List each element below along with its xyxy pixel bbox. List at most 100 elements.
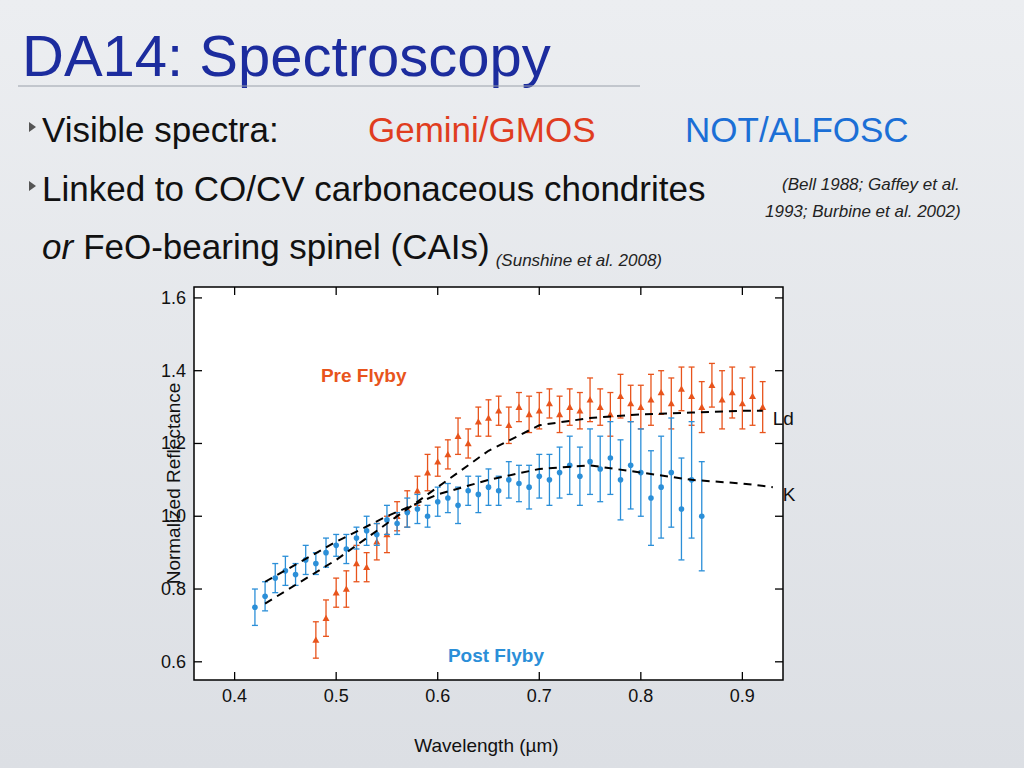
error-bar-cap	[252, 588, 258, 589]
error-bar-cap	[678, 410, 684, 411]
error-bar-cap	[729, 366, 735, 367]
data-point	[496, 488, 502, 494]
error-bar-cap	[343, 570, 349, 571]
error-bar	[252, 589, 258, 625]
error-bar-cap	[536, 497, 542, 498]
error-bar-cap	[404, 527, 410, 528]
error-bar	[343, 534, 349, 563]
error-bar-cap	[709, 406, 715, 407]
error-bar	[384, 516, 390, 552]
error-bar	[323, 538, 329, 567]
data-point	[343, 586, 350, 592]
error-bar-cap	[425, 454, 431, 455]
error-bar-cap	[353, 581, 359, 582]
error-bar-cap	[445, 512, 451, 513]
error-bar-cap	[577, 446, 583, 447]
error-bar	[486, 400, 492, 436]
error-bar	[506, 407, 512, 443]
error-bar-cap	[323, 636, 329, 637]
tick-mark	[336, 672, 337, 680]
error-bar-cap	[526, 508, 532, 509]
data-point	[445, 495, 451, 501]
tick-mark	[234, 672, 235, 680]
error-bar-cap	[709, 363, 715, 364]
tick-label: 0.5	[324, 686, 349, 706]
error-bar	[597, 436, 603, 502]
error-bar-stem	[376, 524, 377, 560]
error-bar	[262, 582, 268, 611]
tick-label: 1.6	[161, 288, 186, 308]
error-bar-cap	[282, 585, 288, 586]
error-bar	[628, 385, 634, 421]
data-point	[566, 404, 573, 410]
error-bar	[445, 440, 451, 469]
slide: DA14: SpectroscopyVisible spectra:Gemini…	[0, 0, 1024, 768]
error-bar-cap	[384, 534, 390, 535]
tick-mark	[336, 287, 337, 295]
tick-mark	[775, 297, 783, 298]
line-label: K	[783, 484, 796, 505]
error-bar-cap	[364, 581, 370, 582]
error-bar-cap	[333, 577, 339, 578]
error-bar	[760, 382, 766, 433]
data-point	[749, 393, 756, 399]
error-bar-cap	[628, 385, 634, 386]
error-bar	[374, 524, 380, 546]
data-point	[475, 418, 482, 424]
data-point	[608, 455, 614, 461]
error-bar	[750, 367, 756, 425]
error-bar-cap	[343, 563, 349, 564]
error-bar-cap	[668, 527, 674, 528]
data-point	[354, 535, 360, 541]
slide-title: DA14: Spectroscopy	[22, 23, 551, 88]
error-bar	[425, 454, 431, 490]
error-bar-cap	[719, 370, 725, 371]
error-bar	[414, 494, 420, 523]
error-bar-cap	[546, 454, 552, 455]
error-bar	[496, 396, 502, 425]
error-bar-cap	[435, 446, 441, 447]
error-bar-cap	[475, 436, 481, 437]
error-bar-cap	[587, 377, 593, 378]
data-point	[313, 561, 319, 567]
error-bar-cap	[577, 392, 583, 393]
error-bar-cap	[506, 497, 512, 498]
citation: (Sunshine et al. 2008)	[496, 251, 662, 270]
error-bar-cap	[252, 625, 258, 626]
error-bar-cap	[384, 552, 390, 553]
error-bar-cap	[628, 421, 634, 422]
error-bar-cap	[374, 523, 380, 524]
error-bar	[648, 451, 654, 546]
tick-mark	[775, 443, 783, 444]
data-point	[333, 543, 339, 549]
tick-mark	[194, 661, 202, 662]
data-point	[364, 528, 370, 534]
error-bar-cap	[678, 457, 684, 458]
tick-mark	[437, 672, 438, 680]
error-bar-cap	[313, 658, 319, 659]
data-point	[272, 575, 278, 581]
tick-mark	[775, 370, 783, 371]
data-point	[476, 492, 482, 498]
error-bar-cap	[658, 537, 664, 538]
data-point	[515, 404, 522, 410]
error-bar	[587, 378, 593, 422]
data-point	[546, 400, 553, 406]
data-point	[435, 499, 441, 505]
data-point	[262, 594, 268, 600]
error-bar-cap	[689, 537, 695, 538]
error-bar-cap	[404, 527, 410, 528]
error-bar-cap	[425, 527, 431, 528]
error-bar-cap	[526, 396, 532, 397]
tick-mark	[194, 370, 202, 371]
data-point	[547, 477, 553, 483]
error-bar-cap	[333, 556, 339, 557]
error-bar-cap	[364, 516, 370, 517]
error-bar-cap	[333, 607, 339, 608]
error-bar-cap	[414, 476, 420, 477]
tick-mark	[742, 672, 743, 680]
error-bar	[425, 505, 431, 527]
error-bar-cap	[465, 457, 471, 458]
error-bar-cap	[577, 428, 583, 429]
error-bar-cap	[262, 610, 268, 611]
